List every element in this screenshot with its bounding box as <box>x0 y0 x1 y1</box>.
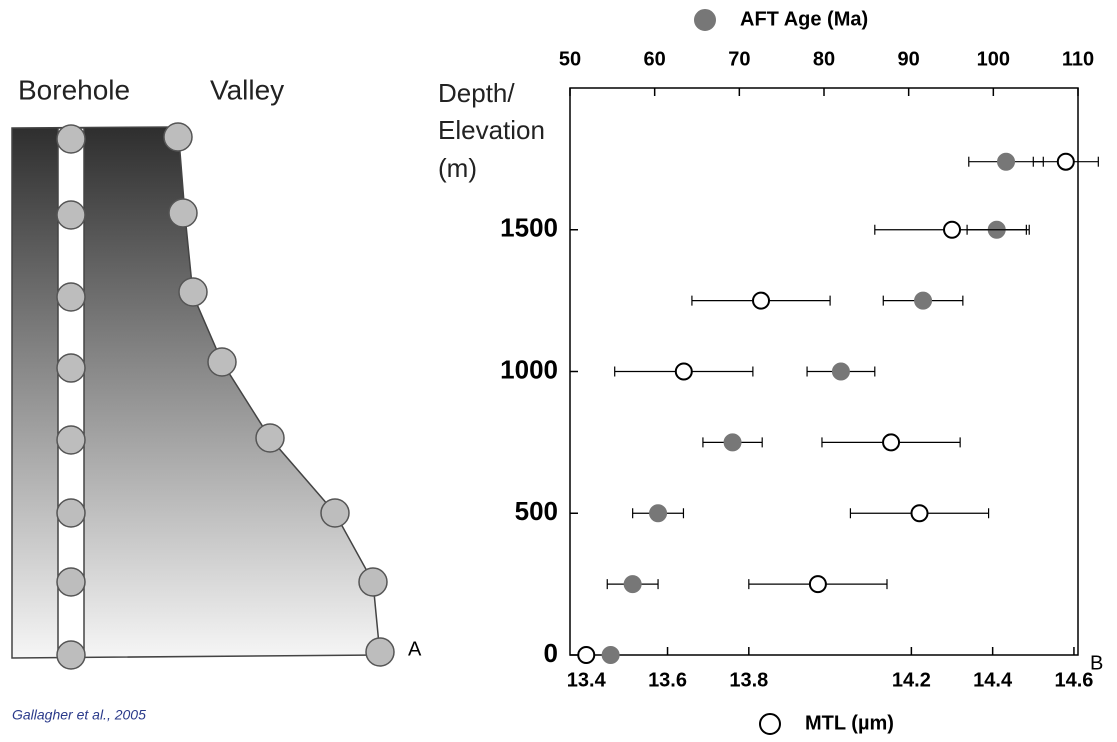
valley-diagram <box>11 122 395 670</box>
x-tick-label: 14.6 <box>1054 669 1093 691</box>
point <box>752 291 771 310</box>
legend-marker <box>759 713 781 735</box>
x2-tick-label: 100 <box>977 48 1010 70</box>
point <box>831 362 850 381</box>
diagram-label: Valley <box>210 74 284 105</box>
point <box>674 362 693 381</box>
point <box>623 575 642 594</box>
x2-tick-label: 60 <box>644 48 666 70</box>
y-tick-label: 1500 <box>500 213 558 243</box>
x-tick-label: 13.8 <box>729 669 768 691</box>
y-tick-label: 0 <box>544 638 558 668</box>
point <box>910 504 929 523</box>
x2-tick-label: 80 <box>813 48 835 70</box>
y-axis-label: Depth/ <box>438 78 515 108</box>
point <box>808 575 827 594</box>
point <box>882 433 901 452</box>
point <box>577 646 596 664</box>
point <box>914 291 933 310</box>
diagram-label: Borehole <box>18 74 130 105</box>
point <box>1056 152 1075 171</box>
x2-tick-label: 70 <box>728 48 750 70</box>
x-tick-label: 14.4 <box>973 669 1013 691</box>
point <box>997 152 1016 171</box>
y-axis-label: (m) <box>438 153 477 183</box>
y-axis-label: Elevation <box>438 115 545 145</box>
point <box>723 433 742 452</box>
x-tick-label: 13.6 <box>648 669 687 691</box>
x2-tick-label: 50 <box>559 48 581 70</box>
legend-label: AFT Age (Ma) <box>740 8 868 30</box>
x-tick-label: 14.2 <box>892 669 931 691</box>
panel-label: A <box>408 638 422 660</box>
x2-tick-label: 90 <box>898 48 920 70</box>
panel-label: B <box>1090 652 1103 674</box>
y-tick-label: 1000 <box>500 354 558 384</box>
point <box>601 646 620 664</box>
point <box>943 220 962 239</box>
y-tick-label: 500 <box>515 496 558 526</box>
citation: Gallagher et al., 2005 <box>12 707 146 723</box>
point <box>649 504 668 523</box>
x-tick-label: 13.4 <box>567 669 607 691</box>
legend-label: MTL (µm) <box>805 712 894 734</box>
x2-tick-label: 110 <box>1062 48 1094 70</box>
legend-marker <box>694 9 716 31</box>
